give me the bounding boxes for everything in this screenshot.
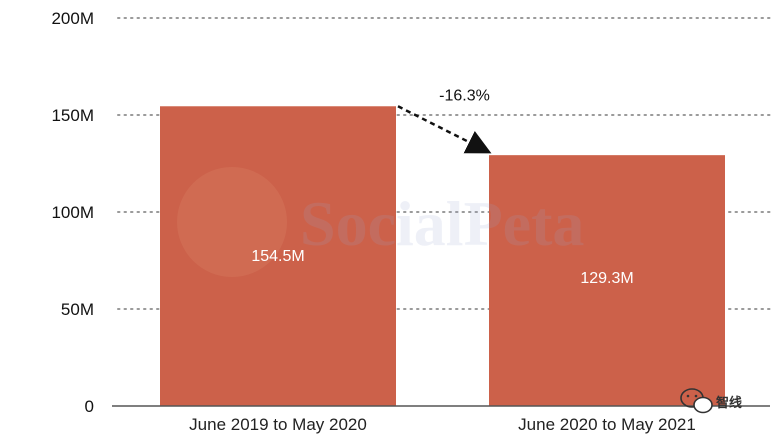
bars	[160, 106, 725, 407]
x-category-label: June 2019 to May 2020	[189, 415, 367, 434]
data-label: 129.3M	[580, 270, 633, 287]
change-percent-label: -16.3%	[439, 87, 490, 104]
y-tick-label: 0	[85, 397, 94, 416]
wechat-badge: 智线	[680, 388, 742, 414]
x-axis-labels: June 2019 to May 2020 June 2020 to May 20…	[189, 415, 696, 434]
change-annotation: -16.3%	[397, 87, 492, 154]
watermark-logo-icon	[177, 167, 287, 277]
y-tick-label: 100M	[51, 203, 94, 222]
wechat-icon	[680, 388, 713, 414]
bar	[489, 155, 725, 406]
data-label: 154.5M	[251, 248, 304, 265]
x-category-label: June 2020 to May 2021	[518, 415, 696, 434]
y-tick-label: 200M	[51, 9, 94, 28]
change-arrow	[397, 105, 492, 154]
watermark-logo-text: SocialPeta	[300, 188, 584, 259]
data-labels: 154.5M 129.3M	[251, 248, 633, 287]
gridlines	[117, 17, 771, 310]
socialpeta-watermark: SocialPeta	[177, 167, 584, 277]
badge-text: 智线	[716, 395, 742, 410]
bar	[160, 106, 396, 407]
y-axis-ticks: 0 50M 100M 150M 200M	[51, 9, 94, 416]
y-tick-label: 150M	[51, 106, 94, 125]
y-tick-label: 50M	[61, 300, 94, 319]
